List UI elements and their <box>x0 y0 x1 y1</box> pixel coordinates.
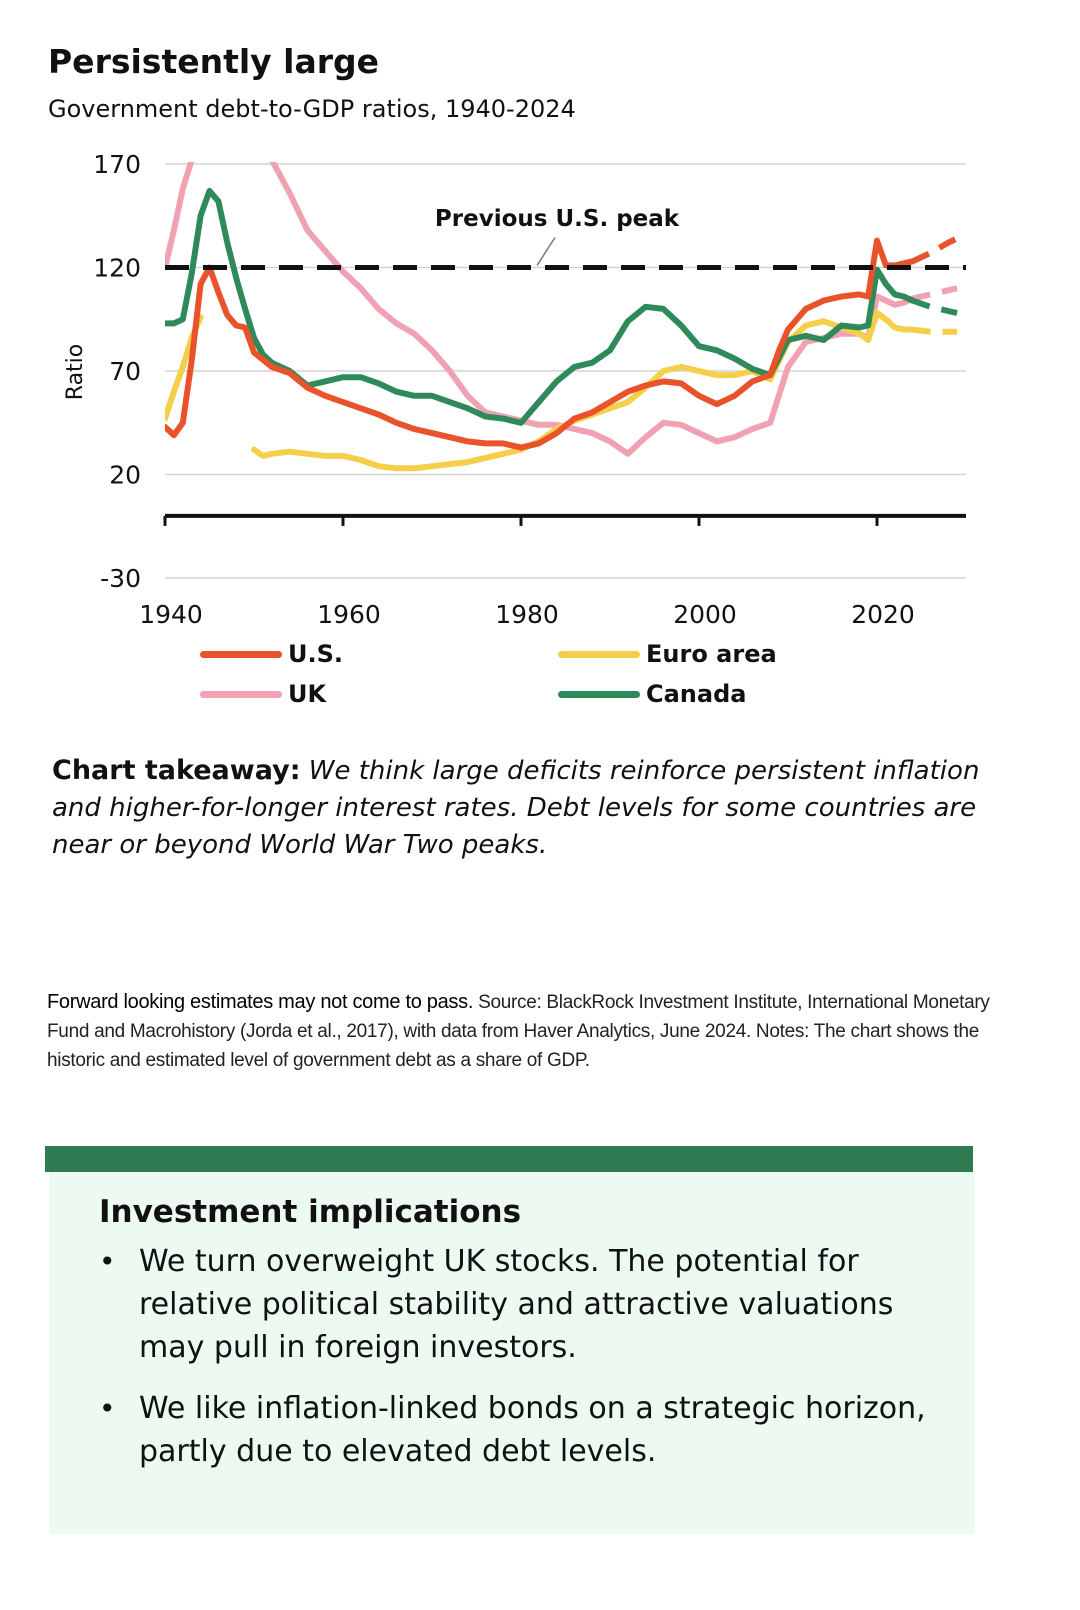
y-tick-label-20: 20 <box>109 461 141 490</box>
previous-us-peak-label: Previous U.S. peak <box>435 206 680 232</box>
legend-swatch-canada <box>558 690 640 698</box>
legend-label-us: U.S. <box>288 640 344 668</box>
takeaway-text: We think large deficits reinforce persis… <box>52 756 980 860</box>
y-axis-ticks: 170 120 70 20 -30 <box>93 150 141 593</box>
x-tick-label-1960: 1960 <box>317 600 381 629</box>
y-tick-label-120: 120 <box>93 254 141 283</box>
legend-label-uk: UK <box>288 680 327 708</box>
implications-header-bar <box>45 1146 973 1172</box>
chart-subtitle: Government debt-to-GDP ratios, 1940-2024 <box>48 95 576 123</box>
line-uk <box>165 162 916 457</box>
debt-ratio-line-chart: 170 120 70 20 -30 1940 1960 1980 2000 2020 Previ… <box>63 150 966 629</box>
chart-title: Persistently large <box>48 42 380 81</box>
x-tick-label-1980: 1980 <box>495 600 559 629</box>
chart-legend: U.S. Euro area UK Canada <box>200 640 820 730</box>
chart-takeaway: Chart takeaway: We think large deficits … <box>52 752 1012 864</box>
annotation-layer: Previous U.S. peak <box>165 206 966 270</box>
implication-item-1: We turn overweight UK stocks. The potent… <box>99 1240 939 1369</box>
line-u-s <box>165 237 916 451</box>
projection-u-s <box>911 235 959 265</box>
legend-label-canada: Canada <box>646 680 747 708</box>
legend-item-canada: Canada <box>558 680 746 708</box>
implications-list: We turn overweight UK stocks. The potent… <box>99 1240 939 1491</box>
y-tick-label-70: 70 <box>109 357 141 386</box>
projection-canada <box>911 297 958 316</box>
x-axis: 1940 1960 1980 2000 2020 <box>139 513 966 629</box>
source-text: Source: BlackRock Investment Institute, … <box>47 992 990 1071</box>
legend-swatch-euro-area <box>558 650 640 658</box>
x-tick-label-1940: 1940 <box>139 600 203 629</box>
legend-swatch-us <box>200 650 282 658</box>
legend-swatch-uk <box>200 690 282 698</box>
legend-item-uk: UK <box>200 680 326 708</box>
takeaway-label: Chart takeaway: <box>52 755 301 786</box>
projection-uk <box>911 285 958 302</box>
series-lines <box>165 162 959 472</box>
source-note: Forward looking estimates may not come t… <box>47 988 1007 1075</box>
implication-item-2: We like inflation-linked bonds on a stra… <box>99 1387 939 1473</box>
legend-label-euro-area: Euro area <box>646 640 777 668</box>
y-tick-label-170: 170 <box>93 150 141 179</box>
series-u-s <box>165 235 959 451</box>
investment-implications-box: Investment implications We turn overweig… <box>49 1172 975 1534</box>
projection-euro-area <box>912 326 958 335</box>
implications-heading: Investment implications <box>99 1194 522 1230</box>
legend-item-euro-area: Euro area <box>558 640 777 668</box>
annotation-pointer <box>536 237 556 266</box>
series-canada <box>165 187 958 426</box>
source-lead: Forward looking estimates may not come t… <box>47 991 474 1013</box>
y-axis-label: Ratio <box>63 344 88 400</box>
legend-item-us: U.S. <box>200 640 343 668</box>
y-tick-label--30: -30 <box>100 564 141 593</box>
x-tick-label-2000: 2000 <box>673 600 737 629</box>
line-canada <box>165 187 916 426</box>
x-tick-label-2020: 2020 <box>851 600 915 629</box>
